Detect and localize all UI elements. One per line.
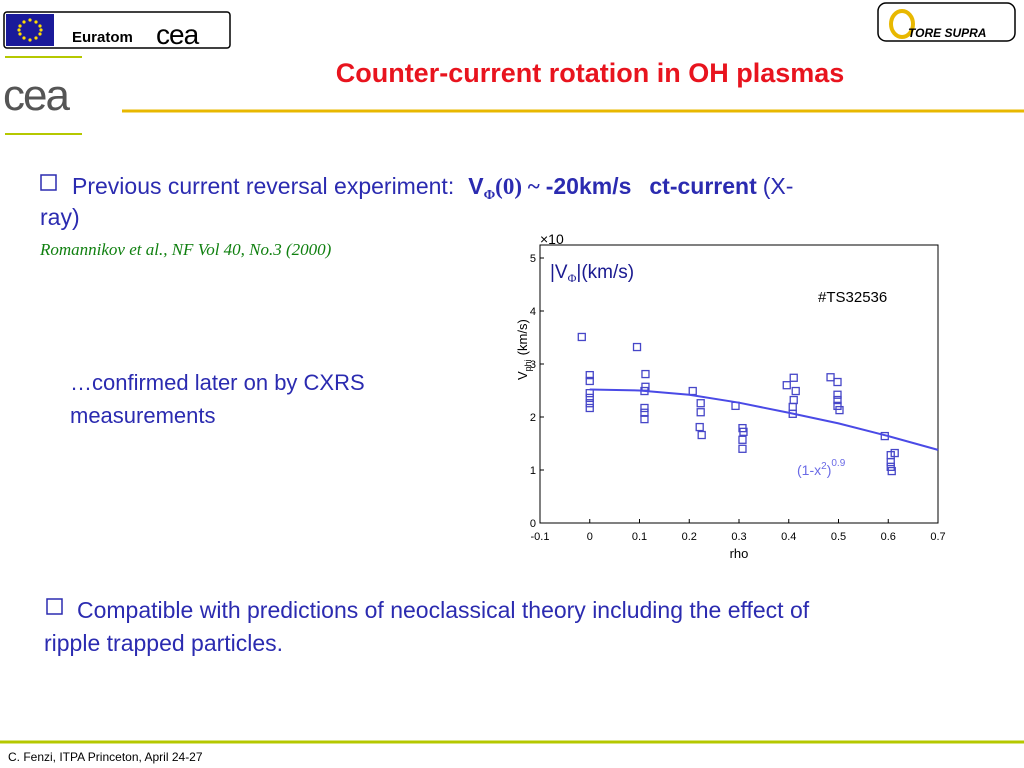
data-point [585, 376, 594, 386]
x-tick-label: -0.1 [531, 531, 550, 543]
data-point [789, 395, 798, 405]
y-tick-label: 5 [530, 253, 536, 265]
x-tick-label: 0 [587, 531, 593, 543]
data-point [887, 466, 896, 476]
bullet-text: Previous current reversal experiment: VΦ(… [72, 173, 793, 203]
confirmed-1: …confirmed later on by CXRS [70, 370, 365, 395]
bullet2-1: Compatible with predictions of neoclassi… [77, 597, 810, 623]
data-point [577, 332, 586, 342]
x-axis-label: rho [730, 546, 749, 561]
fit-part: ) [827, 462, 832, 478]
data-point [833, 395, 842, 405]
bullet-text-2: ray) [40, 204, 80, 230]
axis-multiplier: ×10 [540, 231, 564, 247]
data-point [788, 402, 797, 412]
data-point [791, 386, 800, 396]
data-point [782, 381, 791, 390]
data-point [585, 393, 594, 403]
data-point [585, 403, 594, 413]
bullet-box [46, 598, 63, 615]
fit-part: 2 [821, 461, 827, 472]
data-point [890, 448, 899, 458]
shot-number: #TS32536 [818, 289, 887, 306]
y-tick-label: 0 [530, 518, 536, 530]
data-point [789, 373, 798, 382]
data-point [585, 370, 594, 380]
data-point [886, 462, 895, 471]
data-point [585, 388, 594, 398]
bullet-ct: ct-current [649, 173, 757, 199]
data-point [833, 390, 842, 399]
data-point [886, 457, 895, 467]
data-point [640, 414, 649, 424]
bullet-box [40, 174, 57, 191]
chart: ×10 |VΦ|(km/s) #TS32536 (1-x2)0.9 Vphi(k… [515, 231, 946, 561]
x-tick-label: 0.4 [781, 531, 796, 543]
data-point [835, 405, 844, 415]
bullet-text-part: Previous current reversal experiment: [72, 173, 454, 199]
eu-stars [17, 18, 43, 42]
tore-supra-label: TORE SUPRA [908, 26, 986, 40]
x-tick-label: 0.7 [930, 531, 945, 543]
footer: C. Fenzi, ITPA Princeton, April 24-27 [8, 750, 203, 764]
slide-title: Counter-current rotation in OH plasmas [336, 58, 845, 88]
annotation: |VΦ|(km/s) [550, 262, 634, 285]
cea-large: cea [3, 71, 70, 120]
confirmed-2: measurements [70, 403, 216, 428]
data-point [738, 444, 747, 453]
x-tick-label: 0.6 [881, 531, 896, 543]
bullet-v: V [468, 173, 484, 199]
fit-label: (1-x2)0.9 [797, 458, 846, 478]
cea-small: cea [156, 19, 200, 50]
bullet-value: -20km/s [546, 173, 632, 199]
data-point [833, 401, 842, 411]
data-point [695, 422, 704, 432]
fit-part: (1-x [797, 462, 821, 478]
data-point [585, 399, 594, 408]
tore-supra-ring [889, 9, 915, 39]
x-tick-label: 0.1 [632, 531, 647, 543]
annotation-part: |V [550, 262, 568, 283]
plot-frame [539, 244, 939, 524]
data-point [738, 435, 747, 444]
y-label-part: V [515, 371, 530, 380]
data-point [688, 386, 697, 396]
data-point [739, 427, 748, 436]
y-label-part: (km/s) [515, 319, 530, 355]
y-tick-label: 1 [530, 465, 536, 477]
bullet-zero: (0) ~ [495, 174, 540, 199]
fit-curve [589, 388, 939, 451]
annotation-part: |(km/s) [576, 262, 634, 283]
data-point [826, 373, 835, 382]
y-tick-label: 4 [530, 306, 536, 318]
x-tick-label: 0.5 [831, 531, 846, 543]
annotation-part: Φ [568, 271, 577, 285]
x-tick-label: 0.3 [731, 531, 746, 543]
data-point [641, 369, 650, 379]
euratom-box [3, 11, 231, 49]
bullet-method: (X- [763, 173, 794, 199]
y-tick-label: 2 [530, 412, 536, 424]
bullet-phi: Φ [484, 188, 496, 203]
y-label-part: phi [523, 359, 533, 371]
reference: Romannikov et al., NF Vol 40, No.3 (2000… [39, 240, 332, 259]
data-point [632, 342, 642, 352]
x-tick-label: 0.2 [682, 531, 697, 543]
data-point [696, 399, 705, 408]
data-point [697, 430, 706, 440]
euratom-label: Euratom [72, 29, 133, 46]
data-point [696, 408, 705, 417]
y-tick-label: 3 [530, 359, 536, 371]
data-point [640, 403, 649, 413]
y-axis-label: Vphi (km/s) [515, 319, 533, 380]
data-point [833, 377, 842, 387]
fit-part: 0.9 [831, 458, 845, 469]
bullet2-2: ripple trapped particles. [44, 630, 283, 656]
